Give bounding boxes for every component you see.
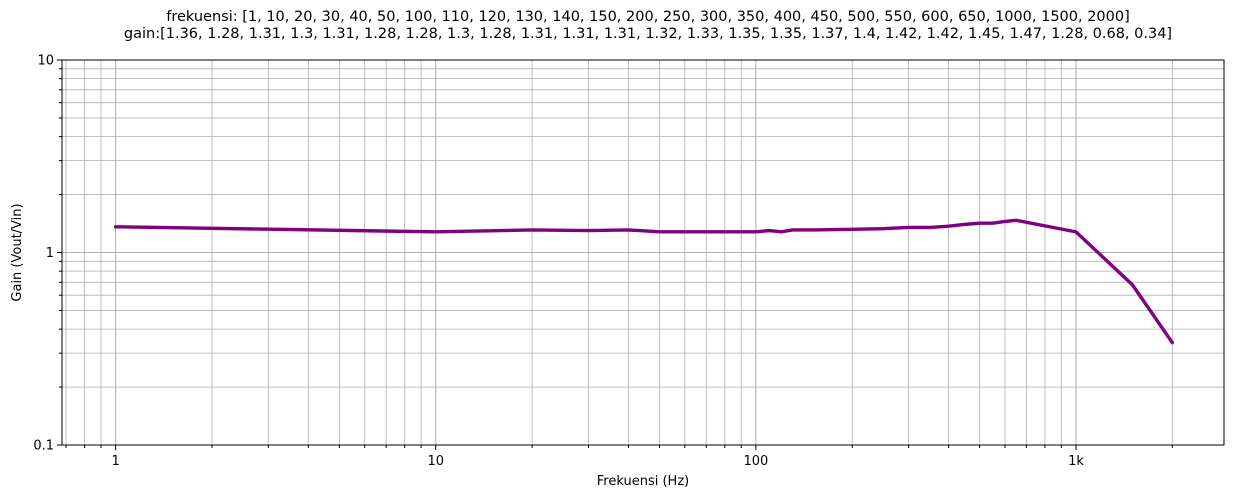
x-axis-label: Frekuensi (Hz)	[597, 474, 689, 489]
plot-frame	[61, 59, 1225, 446]
x-tick-label: 100	[743, 454, 768, 469]
y-tick-label: 0.1	[33, 439, 54, 454]
axis-ticks: 1 10 100 1k 0.1 1 10	[33, 54, 1173, 469]
y-tick-label: 10	[37, 54, 54, 69]
y-axis-label: Gain (Vout/Vin)	[10, 203, 25, 301]
gain-series-line	[113, 218, 1175, 345]
x-tick-label: 1k	[1068, 454, 1084, 469]
series-layer	[113, 218, 1175, 345]
chart-title-line-2: gain:[1.36, 1.28, 1.31, 1.3, 1.31, 1.28,…	[124, 26, 1172, 42]
grid-lines	[62, 59, 1224, 446]
chart-title-line-1: frekuensi: [1, 10, 20, 30, 40, 50, 100, …	[166, 9, 1130, 25]
x-tick-label: 1	[111, 454, 119, 469]
y-tick-label: 1	[46, 246, 54, 261]
x-tick-label: 10	[427, 454, 444, 469]
